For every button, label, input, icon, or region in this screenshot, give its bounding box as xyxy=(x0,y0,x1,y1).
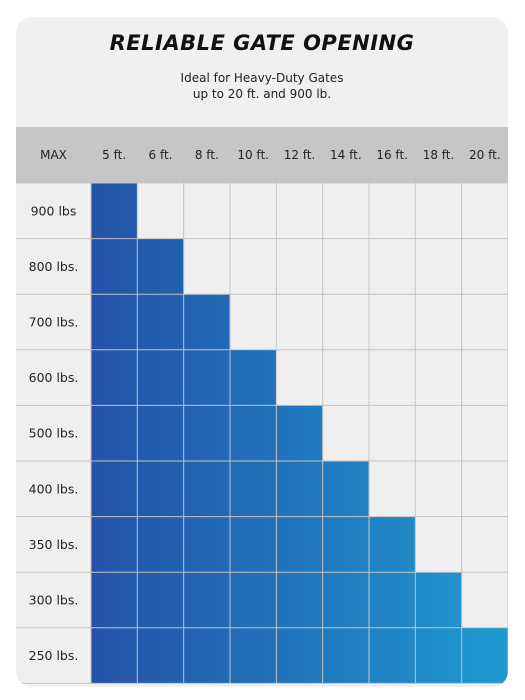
capacity-cell xyxy=(369,627,416,684)
capacity-cell xyxy=(137,461,184,517)
capacity-cell xyxy=(137,294,184,350)
row-weight-label: 700 lbs. xyxy=(29,315,79,330)
column-header-label: 6 ft. xyxy=(149,148,173,162)
capacity-cell xyxy=(183,627,230,684)
capacity-cell xyxy=(369,516,416,573)
column-header-label: 14 ft. xyxy=(330,148,362,162)
capacity-cell xyxy=(91,183,138,239)
header-row-background xyxy=(16,127,508,183)
weight-length-grid: MAX 5 ft. 6 ft. 8 ft. 10 ft. 12 ft. 14 ft. 16 f… xyxy=(16,127,508,684)
capacity-cell xyxy=(322,516,369,573)
subtitle-line-1: Ideal for Heavy-Duty Gates xyxy=(180,71,344,85)
capacity-cell xyxy=(322,572,369,628)
capacity-cell xyxy=(183,516,230,573)
row-weight-label: 250 lbs. xyxy=(29,648,79,663)
capacity-cell xyxy=(91,405,138,461)
subtitle-line-2: up to 20 ft. and 900 lb. xyxy=(192,87,332,101)
row-weight-label: 500 lbs. xyxy=(29,426,79,441)
capacity-cell xyxy=(91,627,138,684)
capacity-cell xyxy=(276,405,323,461)
corner-label: MAX xyxy=(40,148,67,162)
capacity-cell xyxy=(230,461,277,517)
capacity-cell xyxy=(415,572,462,628)
capacity-cell xyxy=(137,516,184,573)
row-weight-label: 300 lbs. xyxy=(29,593,79,608)
capacity-cell xyxy=(369,572,416,628)
row-weight-label: 350 lbs. xyxy=(29,537,79,552)
capacity-cell xyxy=(230,516,277,573)
column-header-label: 12 ft. xyxy=(284,148,316,162)
capacity-cell xyxy=(183,349,230,406)
column-header-label: 10 ft. xyxy=(237,148,269,162)
column-header-label: 5 ft. xyxy=(102,148,126,162)
capacity-cell xyxy=(461,627,508,684)
column-header-label: 20 ft. xyxy=(469,148,501,162)
capacity-cell xyxy=(183,572,230,628)
chart-card: RELIABLE GATE OPENING Ideal for Heavy-Du… xyxy=(16,17,508,687)
capacity-cell xyxy=(137,405,184,461)
column-header-label: 18 ft. xyxy=(423,148,455,162)
capacity-cell xyxy=(91,572,138,628)
capacity-cell xyxy=(91,238,138,295)
row-weight-label: 900 lbs xyxy=(31,203,77,218)
capacity-cell xyxy=(322,627,369,684)
row-weight-label: 600 lbs. xyxy=(29,370,79,385)
row-weight-label: 800 lbs. xyxy=(29,259,79,274)
capacity-cell xyxy=(183,405,230,461)
capacity-cell xyxy=(137,349,184,406)
capacity-cell xyxy=(137,627,184,684)
capacity-cell xyxy=(91,516,138,573)
chart-title: RELIABLE GATE OPENING xyxy=(109,31,415,55)
capacity-cell xyxy=(183,461,230,517)
column-header-label: 8 ft. xyxy=(195,148,219,162)
capacity-cell xyxy=(415,627,462,684)
capacity-cell xyxy=(276,516,323,573)
capacity-cell xyxy=(137,572,184,628)
capacity-cell xyxy=(230,627,277,684)
capacity-cell xyxy=(230,405,277,461)
capacity-cell xyxy=(91,349,138,406)
row-weight-label: 400 lbs. xyxy=(29,481,79,496)
capacity-cell xyxy=(183,294,230,350)
capacity-cell xyxy=(230,572,277,628)
capacity-cell xyxy=(276,572,323,628)
capacity-cell xyxy=(137,238,184,295)
capacity-cell xyxy=(230,349,277,406)
capacity-cell xyxy=(322,461,369,517)
capacity-cell xyxy=(91,461,138,517)
capacity-cell xyxy=(276,461,323,517)
column-header-label: 16 ft. xyxy=(376,148,408,162)
capacity-cell xyxy=(91,294,138,350)
capacity-cell xyxy=(276,627,323,684)
